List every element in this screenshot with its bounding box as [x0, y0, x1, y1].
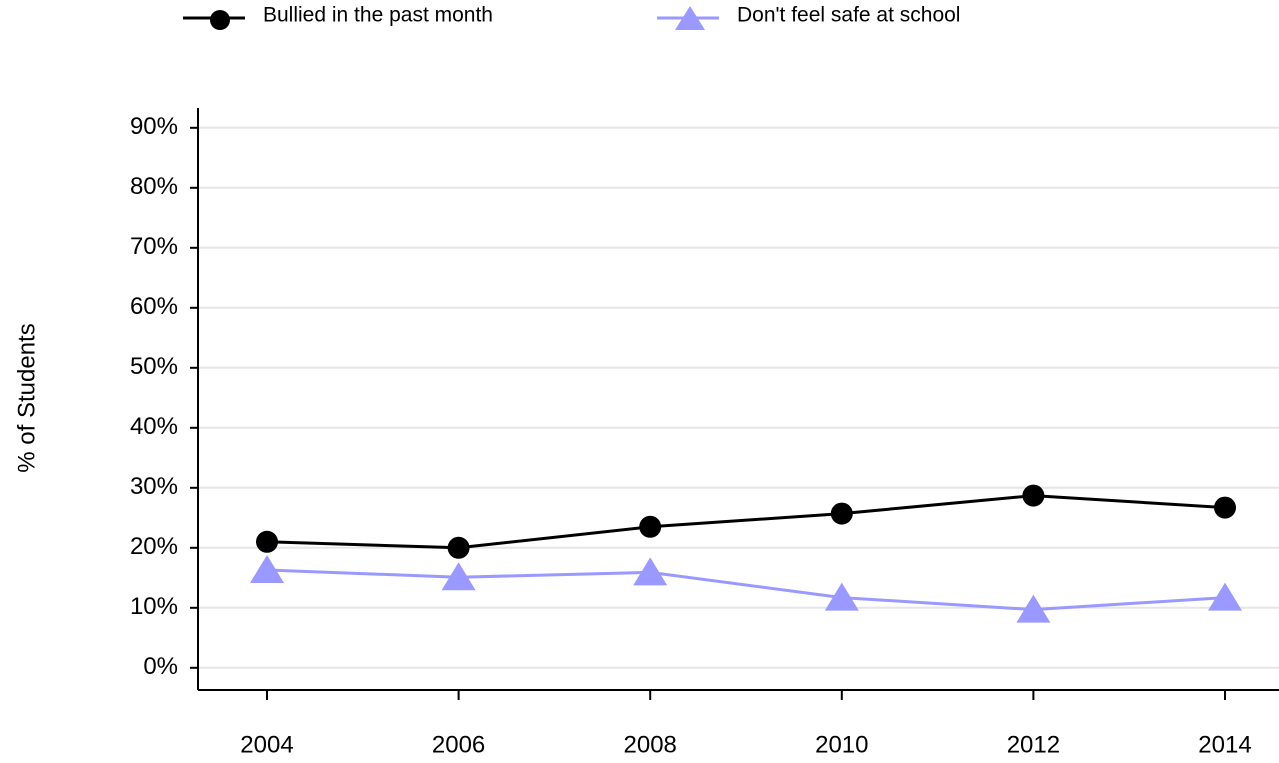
point — [1214, 496, 1236, 519]
point — [1016, 594, 1051, 623]
point — [441, 562, 476, 591]
point — [1208, 582, 1242, 611]
point — [250, 555, 284, 583]
point — [256, 530, 278, 553]
point — [1022, 484, 1045, 507]
point — [824, 582, 859, 611]
y-tick-label: 50% — [130, 353, 178, 380]
point — [447, 536, 470, 559]
x-tick-label: 2012 — [1007, 731, 1060, 758]
y-tick-label: 10% — [130, 593, 178, 620]
y-tick-label: 70% — [130, 233, 178, 260]
x-tick-label: 2004 — [240, 731, 293, 758]
x-tick-label: 2006 — [432, 731, 485, 758]
y-tick-label: 60% — [130, 293, 178, 320]
y-tick-label: 90% — [130, 113, 178, 140]
y-tick-label: 40% — [130, 413, 178, 440]
x-tick-label: 2008 — [624, 731, 677, 758]
point — [830, 502, 853, 525]
x-tick-label: 2010 — [815, 731, 868, 758]
y-tick-label: 20% — [130, 533, 178, 560]
legend-label: Don't feel safe at school — [737, 4, 960, 27]
legend-label: Bullied in the past month — [263, 4, 493, 27]
point — [633, 557, 668, 586]
y-tick-label: 0% — [143, 653, 178, 680]
series-line — [266, 494, 1226, 550]
y-axis-label: % of Students — [13, 323, 40, 472]
series-line — [266, 568, 1226, 612]
x-tick-label: 2014 — [1198, 731, 1251, 758]
y-tick-label: 30% — [130, 473, 178, 500]
legend-marker — [675, 6, 705, 30]
legend-marker — [210, 10, 230, 30]
y-tick-label: 80% — [130, 173, 178, 200]
point — [639, 515, 662, 538]
